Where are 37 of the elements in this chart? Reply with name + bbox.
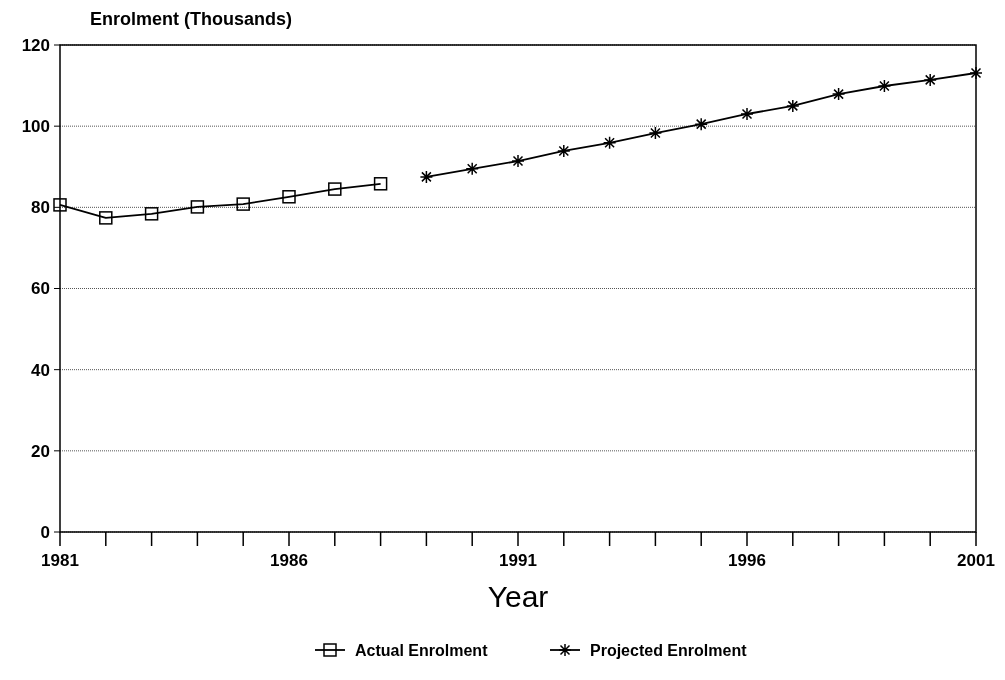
point — [557, 144, 571, 158]
x-tick-label: 1981 — [41, 551, 79, 570]
y-tick-label: 80 — [31, 198, 50, 218]
y-axis-title: Enrolment (Thousands) — [90, 9, 292, 29]
x-axis-title: Year — [487, 580, 549, 613]
legend-label: Actual Enrolment — [355, 641, 489, 659]
point — [419, 170, 434, 184]
point — [877, 79, 892, 93]
point — [465, 162, 479, 176]
y-tick-label: 20 — [31, 441, 50, 461]
y-tick-label: 40 — [31, 360, 50, 380]
point — [328, 182, 342, 196]
point — [373, 177, 388, 191]
point — [190, 200, 205, 214]
point — [923, 73, 937, 87]
y-tick-label: 100 — [21, 117, 50, 137]
y-tick-label: 0 — [40, 522, 50, 542]
point — [144, 207, 159, 221]
point — [831, 87, 846, 101]
point — [602, 136, 617, 150]
x-tick-label: 2001 — [957, 551, 995, 570]
point — [236, 197, 250, 211]
point — [740, 107, 754, 121]
point — [786, 99, 800, 113]
point — [694, 117, 708, 131]
point — [648, 126, 663, 140]
y-tick-label: 120 — [21, 35, 50, 55]
x-tick-label: 1991 — [499, 551, 537, 570]
y-tick-label: 60 — [31, 279, 50, 299]
point — [53, 198, 67, 212]
point — [282, 190, 296, 204]
legend-label: Projected Enrolment — [590, 641, 748, 659]
x-tick-label: 1996 — [728, 551, 766, 570]
point — [99, 211, 113, 225]
point — [511, 154, 525, 168]
x-tick-label: 1986 — [270, 551, 308, 570]
point — [969, 66, 983, 80]
